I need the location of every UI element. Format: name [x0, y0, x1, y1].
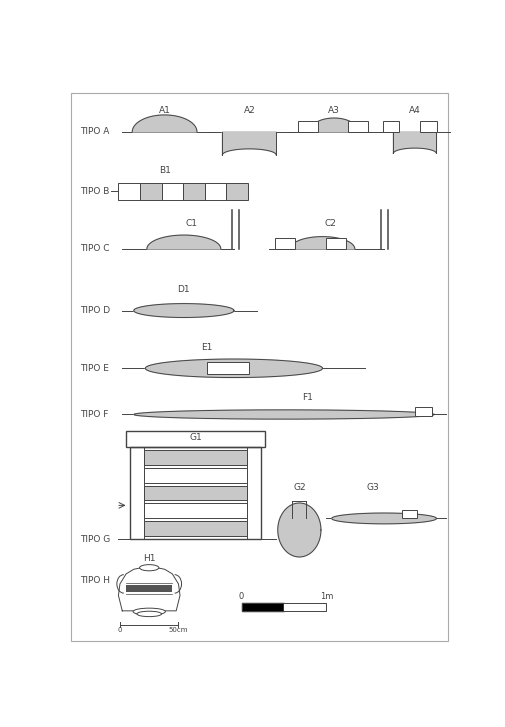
- Bar: [143, 486, 246, 500]
- Text: C2: C2: [324, 219, 335, 228]
- Text: TIPO A: TIPO A: [80, 127, 109, 137]
- Polygon shape: [309, 118, 358, 132]
- Polygon shape: [118, 568, 180, 611]
- Ellipse shape: [139, 565, 159, 571]
- Polygon shape: [331, 513, 435, 524]
- Text: F1: F1: [301, 393, 312, 402]
- Text: TIPO C: TIPO C: [80, 244, 109, 254]
- Polygon shape: [133, 304, 233, 318]
- Text: TIPO B: TIPO B: [80, 187, 109, 196]
- Text: B1: B1: [159, 166, 170, 175]
- Text: A1: A1: [159, 106, 170, 115]
- Polygon shape: [283, 603, 326, 611]
- Bar: [130, 447, 143, 539]
- Bar: [140, 182, 161, 200]
- Polygon shape: [145, 359, 322, 377]
- Polygon shape: [222, 132, 276, 155]
- Text: H1: H1: [143, 554, 155, 563]
- Text: 0: 0: [238, 592, 244, 601]
- Bar: [126, 431, 264, 447]
- Bar: [275, 238, 294, 249]
- Bar: [401, 510, 416, 518]
- Text: 0: 0: [118, 627, 122, 632]
- Bar: [347, 121, 367, 132]
- Text: G1: G1: [189, 433, 201, 442]
- Bar: [204, 182, 226, 200]
- Text: C1: C1: [185, 219, 197, 228]
- Text: G2: G2: [292, 483, 305, 492]
- Polygon shape: [392, 132, 435, 153]
- Text: TIPO D: TIPO D: [80, 306, 110, 315]
- Ellipse shape: [133, 608, 165, 615]
- Bar: [326, 238, 345, 249]
- Bar: [143, 468, 246, 483]
- Polygon shape: [289, 236, 354, 249]
- Bar: [183, 182, 204, 200]
- Bar: [382, 121, 398, 132]
- Polygon shape: [277, 503, 320, 557]
- Text: 1m: 1m: [319, 592, 332, 601]
- Polygon shape: [133, 410, 433, 419]
- Text: D1: D1: [177, 285, 190, 294]
- Polygon shape: [241, 603, 283, 611]
- Bar: [118, 182, 140, 200]
- Bar: [246, 447, 261, 539]
- Text: TIPO H: TIPO H: [80, 576, 110, 585]
- Bar: [143, 450, 246, 465]
- Text: E1: E1: [201, 343, 212, 352]
- Bar: [207, 362, 249, 374]
- Text: A4: A4: [408, 106, 420, 115]
- Bar: [126, 585, 172, 593]
- Text: G3: G3: [366, 483, 378, 492]
- Polygon shape: [146, 235, 220, 249]
- Text: TIPO F: TIPO F: [80, 410, 108, 419]
- Bar: [226, 182, 247, 200]
- Text: A2: A2: [243, 106, 255, 115]
- Bar: [143, 521, 246, 536]
- Bar: [420, 121, 436, 132]
- Bar: [143, 503, 246, 518]
- Polygon shape: [132, 115, 196, 132]
- Bar: [161, 182, 183, 200]
- Bar: [297, 121, 317, 132]
- Text: TIPO E: TIPO E: [80, 364, 109, 373]
- Bar: [414, 407, 431, 416]
- Ellipse shape: [137, 611, 161, 616]
- Text: TIPO G: TIPO G: [80, 535, 110, 544]
- Bar: [130, 447, 261, 539]
- Text: A3: A3: [327, 106, 339, 115]
- Text: 50cm: 50cm: [168, 627, 188, 632]
